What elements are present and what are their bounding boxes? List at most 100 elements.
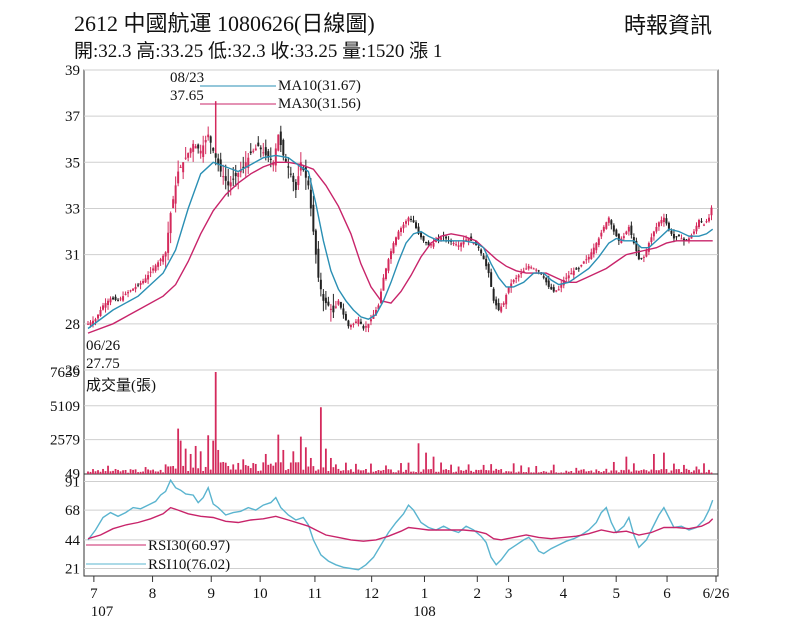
chart-title: 2612 中國航運 1080626(日線圖)	[74, 11, 375, 36]
volume-bar	[490, 464, 493, 474]
volume-bar	[555, 472, 558, 474]
volume-bar	[540, 471, 543, 474]
candle-body	[99, 310, 102, 316]
volume-bar	[387, 469, 390, 474]
volume-bar	[287, 469, 290, 474]
volume-bar	[432, 456, 435, 474]
volume-bar	[94, 471, 97, 474]
volume-y-tick: 7639	[50, 365, 80, 381]
volume-bar	[685, 468, 688, 474]
candle-body	[349, 325, 352, 328]
candle-body	[455, 244, 458, 246]
candle-body	[472, 243, 475, 245]
volume-bar	[199, 451, 202, 474]
candle-body	[507, 286, 510, 293]
volume-bar	[162, 472, 165, 474]
candle-body	[242, 166, 245, 168]
volume-bar	[282, 449, 285, 474]
candle-body	[670, 230, 673, 234]
candle-body	[114, 296, 117, 300]
x-year-label: 107	[91, 604, 114, 620]
volume-bar	[625, 456, 628, 474]
volume-bar	[567, 471, 570, 474]
volume-bar	[114, 468, 117, 474]
candle-body	[249, 151, 252, 154]
volume-bar	[455, 471, 457, 474]
candle-body	[297, 176, 300, 186]
candle-body	[174, 185, 177, 204]
volume-bar	[147, 469, 149, 474]
volume-bar	[703, 463, 705, 474]
candle-body	[500, 306, 503, 312]
volume-bar	[507, 471, 510, 474]
vol-panel-frame	[83, 369, 719, 475]
candle-body	[400, 228, 402, 232]
candle-body	[232, 178, 235, 180]
candle-body	[292, 175, 295, 182]
candle-body	[269, 158, 272, 160]
rsi30-line	[87, 506, 714, 542]
volume-bar	[415, 472, 417, 474]
candle-body	[169, 213, 172, 234]
candle-body	[425, 241, 428, 244]
candle-body	[485, 258, 488, 267]
candle-body	[592, 247, 595, 255]
candle-body	[410, 218, 413, 220]
volume-bar	[157, 471, 160, 474]
volume-bar	[467, 464, 470, 474]
candle-body	[154, 265, 157, 271]
candle-body	[615, 229, 618, 237]
candle-body	[562, 280, 565, 286]
candle-body	[237, 173, 240, 177]
candle-body	[402, 224, 405, 229]
candle-body	[92, 320, 95, 325]
volume-bar	[650, 469, 653, 474]
candle-body	[119, 298, 122, 300]
volume-bar	[397, 470, 400, 474]
candle-body	[89, 322, 92, 326]
candle-body	[362, 325, 365, 329]
volume-bar	[129, 469, 132, 474]
volume-bar	[407, 462, 410, 474]
candle-body	[344, 314, 347, 321]
candle-body	[482, 255, 485, 260]
volume-bar	[527, 467, 530, 474]
volume-bar	[124, 469, 127, 474]
volume-bar	[430, 469, 432, 474]
candle-body	[129, 290, 132, 292]
volume-bar	[207, 435, 210, 474]
candle-body	[607, 217, 610, 223]
candle-body	[387, 259, 390, 271]
volume-bar	[698, 469, 700, 474]
volume-bar	[683, 464, 685, 474]
candle-body	[417, 226, 420, 234]
candle-body	[680, 238, 683, 240]
volume-bar	[480, 469, 483, 474]
volume-bar	[254, 463, 257, 474]
x-month-label: 4	[560, 586, 568, 602]
candle-body	[637, 250, 640, 260]
candle-body	[197, 144, 200, 149]
candle-body	[432, 243, 435, 247]
candle-body	[570, 273, 573, 275]
candle-body	[134, 286, 137, 290]
volume-bar	[104, 471, 107, 474]
volume-bar	[257, 470, 260, 474]
candle-body	[124, 293, 127, 295]
candle-body	[144, 278, 147, 283]
volume-bar	[380, 470, 382, 474]
candle-body	[650, 237, 653, 243]
x-month-label: 5	[612, 586, 620, 602]
volume-bar	[189, 453, 192, 474]
volume-bar	[537, 472, 540, 474]
volume-bar	[164, 464, 167, 474]
volume-bar	[217, 449, 220, 474]
volume-bar	[252, 463, 255, 474]
volume-bar	[653, 453, 655, 474]
volume-bar	[87, 471, 89, 474]
volume-bar	[550, 470, 553, 474]
volume-bar	[670, 470, 673, 474]
candle-body	[490, 272, 493, 287]
candle-body	[662, 217, 665, 223]
